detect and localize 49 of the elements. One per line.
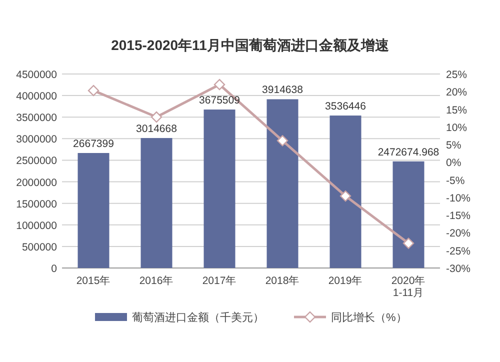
y-tick-label: 1000000 — [16, 220, 58, 232]
x-tick-label: 2015年 — [76, 275, 111, 287]
bar — [204, 110, 236, 268]
y-tick-label: 2000000 — [16, 176, 58, 189]
point — [214, 78, 226, 90]
y2-tick-label: 0% — [446, 157, 462, 170]
chart-title: 2015-2020年11月中国葡萄酒进口金额及增速 — [111, 37, 390, 53]
point — [150, 111, 162, 123]
data-label: 2472674.968 — [378, 146, 440, 158]
y-tick-label: 500000 — [22, 241, 58, 254]
bar — [140, 138, 172, 268]
legend-label: 葡萄酒进口金额（千美元） — [132, 311, 264, 324]
y2-tick-label: 20% — [446, 86, 468, 99]
point — [88, 84, 100, 96]
data-label: 2667399 — [73, 138, 114, 150]
y2-tick-label: -25% — [446, 245, 471, 258]
data-label: 3675509 — [199, 94, 240, 107]
point — [402, 238, 414, 249]
y2-tick-label: -20% — [446, 228, 471, 240]
y2-tick-label: -5% — [446, 174, 465, 187]
y2-tick-label: 25% — [446, 69, 468, 81]
y-tick-label: 3000000 — [16, 134, 58, 146]
bar — [78, 153, 110, 268]
y2-tick-label: -15% — [446, 210, 471, 222]
x-tick-label: 2020年 1-11月 — [391, 275, 426, 299]
y2-tick-label: 15% — [446, 104, 468, 116]
x-tick-label: 2018年 — [265, 275, 300, 287]
y2-tick-label: -10% — [446, 192, 471, 204]
point — [340, 190, 352, 202]
y2-tick-label: 10% — [446, 122, 468, 134]
bar — [266, 99, 298, 268]
y2-tick-label: -30% — [446, 263, 471, 275]
y-tick-label: 1500000 — [16, 198, 58, 210]
y-tick-label: 3500000 — [16, 112, 58, 124]
x-tick-label: 2017年 — [202, 275, 237, 287]
bar — [330, 116, 362, 268]
bar — [392, 161, 424, 268]
data-label: 3914638 — [262, 84, 304, 96]
point — [276, 135, 288, 146]
y-tick-label: 4000000 — [16, 90, 58, 103]
data-label: 3014668 — [136, 123, 178, 136]
y-tick-label: 4500000 — [16, 69, 58, 81]
y-tick-label: 2500000 — [16, 155, 58, 168]
y-tick-label: 0 — [51, 263, 58, 275]
legend-label: 同比增长（%） — [331, 311, 407, 324]
data-label: 3536446 — [325, 100, 366, 113]
y2-tick-label: 5% — [446, 140, 462, 152]
x-tick-label: 2019年 — [328, 275, 363, 287]
x-tick-label: 2016年 — [139, 275, 174, 287]
